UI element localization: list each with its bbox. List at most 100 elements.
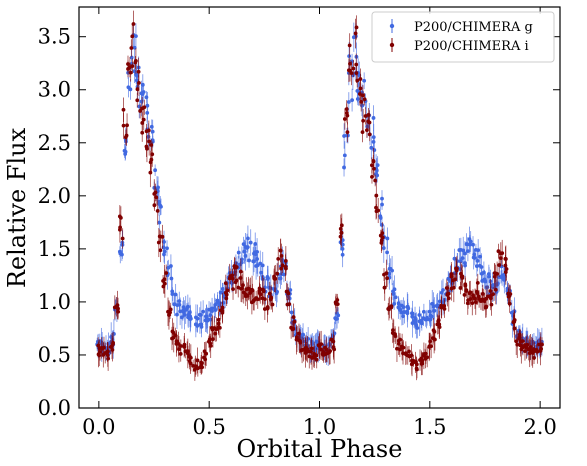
data-point-g [461,236,466,264]
data-point-i [433,328,437,351]
y-tick-label: 3.0 [38,78,71,102]
data-point-i [349,61,354,86]
data-point-i [497,253,502,278]
data-point-i [245,282,250,310]
data-point-i [454,257,458,280]
data-point-i [161,274,165,287]
data-point-i [121,112,126,139]
data-point-i [387,296,392,319]
data-point-i [439,296,444,316]
data-point-i [307,344,311,359]
data-point-i [130,58,135,74]
y-tick-label: 0.0 [38,396,71,420]
data-point-i [258,288,263,301]
data-point-i [144,136,149,158]
data-point-i [496,243,501,259]
data-point-g [134,23,138,50]
y-axis-ticks: 0.0 0.5 1.0 1.5 2.0 2.5 3.0 3.5 [38,25,560,420]
data-point-g [346,92,351,112]
data-point-i [344,103,349,123]
data-point-i [423,343,428,364]
data-point-i [96,337,101,354]
x-tick-label: 0.0 [82,415,115,439]
data-point-g [479,253,484,281]
data-point-i [360,85,365,106]
data-point-g [342,123,347,149]
y-axis-label: Relative Flux [3,127,31,288]
data-point-i [334,294,339,312]
data-point-i [462,285,467,305]
data-point-i [117,205,122,228]
data-point-g [278,267,283,289]
data-point-i [512,314,517,342]
data-point-i [395,335,399,362]
data-point-i [493,275,498,305]
legend-box [371,11,555,63]
data-point-g [118,243,123,264]
data-point-g [351,22,356,52]
data-point-i [491,287,496,302]
data-point-i [339,224,344,241]
data-point-g [413,313,418,328]
data-point-i [234,261,239,273]
data-point-i [471,290,476,303]
data-point-i [331,338,336,358]
data-point-i [138,103,143,119]
data-point-g [247,253,251,268]
data-point-i [155,196,160,225]
data-point-g [465,237,470,252]
data-point-i [203,350,208,369]
data-point-i [311,346,316,368]
data-point-i [236,277,241,298]
data-point-g [170,287,175,301]
data-point-i [360,122,365,143]
legend-label-g: P200/CHIMERA g [414,20,533,35]
legend-label-i: P200/CHIMERA i [414,39,529,54]
data-point-g [253,246,258,262]
data-point-i [292,315,297,328]
y-tick-label: 3.5 [38,25,71,49]
data-point-i [347,33,352,58]
x-axis-ticks: 0.0 0.5 1.0 1.5 2.0 [82,7,557,439]
data-point-i [174,331,179,357]
data-point-i [458,281,463,295]
data-point-i [287,295,292,313]
data-point-g [137,94,142,119]
data-point-i [460,265,465,291]
data-point-g [421,303,426,320]
data-point-i [314,351,319,369]
data-point-i [370,170,374,184]
data-point-i [185,338,190,369]
data-point-i [353,18,358,49]
legend-marker-g [389,19,395,33]
data-point-i [147,127,152,156]
data-point-i [495,261,500,287]
data-point-i [413,351,418,373]
data-point-g [393,291,398,303]
data-point-i [126,55,130,73]
data-point-i [403,341,408,366]
legend-marker-i [389,38,395,52]
data-point-g [157,215,162,231]
data-point-i [156,228,161,258]
data-point-i [327,339,332,365]
data-point-i [217,317,222,338]
data-point-i [357,82,362,106]
data-point-g [425,309,429,326]
data-point-i [265,299,270,315]
data-point-i [528,334,533,361]
x-tick-label: 1.5 [413,415,446,439]
data-point-i [177,336,181,363]
data-point-i [531,340,536,359]
data-point-i [449,276,454,301]
data-point-g [378,212,383,224]
data-point-i [303,337,308,360]
data-point-i [210,315,215,344]
data-point-i [317,331,322,359]
data-point-i [249,290,254,315]
legend: P200/CHIMERA g P200/CHIMERA i [371,11,555,63]
data-point-g [369,136,374,160]
data-point-g [169,266,174,291]
data-point-i [135,92,140,108]
